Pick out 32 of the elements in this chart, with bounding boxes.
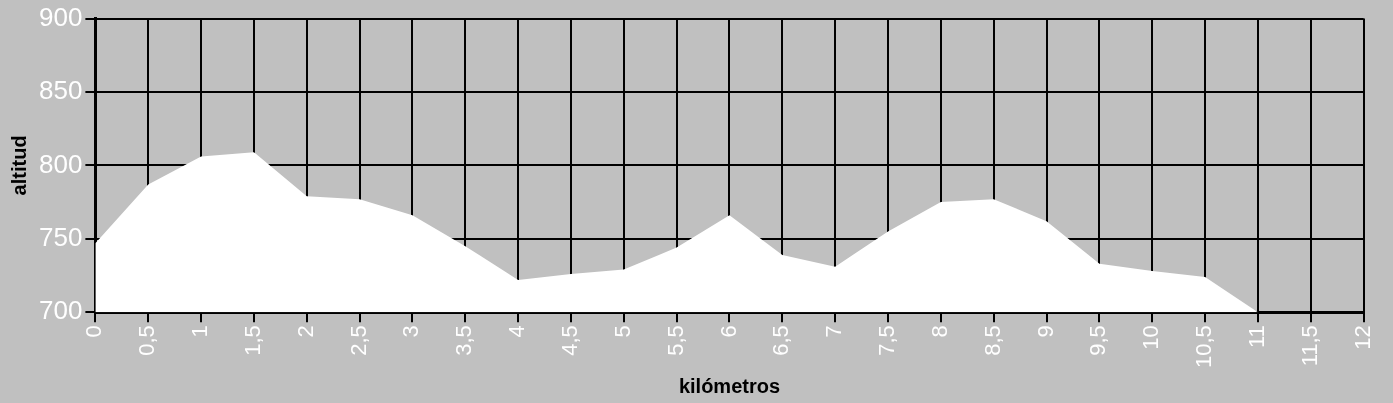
x-tick-label: 6	[715, 325, 741, 338]
x-tick-label: 9	[1032, 325, 1058, 338]
x-tick-label: 6,5	[768, 325, 794, 356]
x-tick-label: 8,5	[979, 325, 1005, 356]
x-tick-label: 3	[398, 325, 424, 338]
x-tick-label: 1	[187, 325, 213, 338]
x-tick-label: 3,5	[451, 325, 477, 356]
x-tick-label: 2	[292, 325, 318, 338]
y-tick-label: 850	[38, 75, 83, 106]
y-axis-title: altitud	[7, 135, 30, 196]
y-tick-label: 750	[38, 221, 83, 252]
x-tick-label: 11	[1243, 325, 1269, 349]
x-tick-label: 7	[821, 325, 847, 338]
x-axis-title: kilómetros	[678, 374, 781, 397]
x-tick-label: 5,5	[662, 325, 688, 356]
x-tick-label: 10,5	[1191, 325, 1217, 369]
x-tick-label: 10	[1138, 325, 1164, 350]
x-tick-label: 7,5	[874, 325, 900, 356]
x-tick-label: 0	[81, 325, 107, 338]
x-tick-label: 5	[609, 325, 635, 338]
y-tick-label: 700	[38, 295, 83, 326]
x-tick-label: 8	[926, 325, 952, 338]
y-tick-label: 900	[38, 1, 83, 32]
x-tick-label: 0,5	[134, 325, 160, 356]
x-tick-label: 4	[504, 325, 530, 338]
x-tick-label: 1,5	[239, 325, 265, 356]
x-tick-label: 2,5	[345, 325, 371, 356]
x-tick-label: 4,5	[557, 325, 583, 356]
x-tick-label: 12	[1349, 325, 1375, 350]
y-tick-label: 800	[38, 148, 83, 179]
x-tick-label: 9,5	[1085, 325, 1111, 356]
x-tick-label: 11,5	[1296, 325, 1322, 367]
